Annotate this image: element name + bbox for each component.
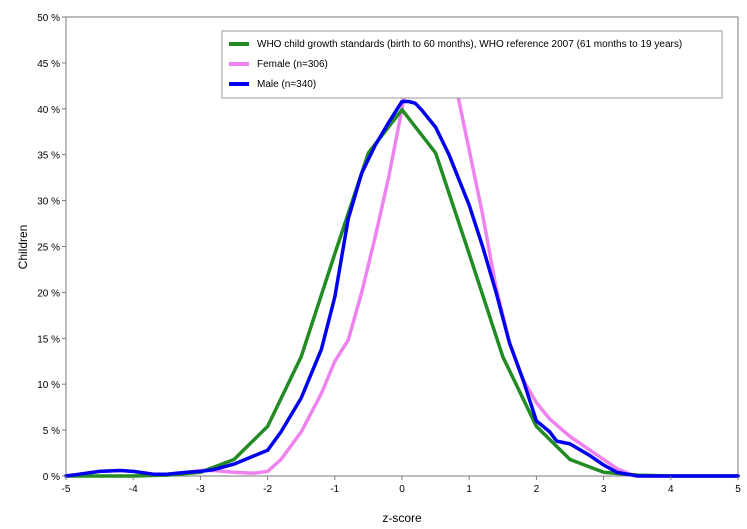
y-tick-label: 40 %: [37, 105, 60, 116]
y-axis-title: Children: [16, 225, 30, 270]
x-tick-label: 3: [601, 484, 607, 495]
y-tick-label: 30 %: [37, 197, 60, 208]
male-series-line: [64, 99, 740, 478]
y-tick-label: 45 %: [37, 59, 60, 70]
x-axis: -5 -4 -3 -2 -1 0 1 2 3 4 5: [62, 476, 741, 495]
x-tick-label: -3: [196, 484, 205, 495]
x-tick-label: -2: [263, 484, 272, 495]
y-tick-label: 0 %: [43, 472, 60, 483]
x-tick-label: 0: [399, 484, 405, 495]
legend-label-female: Female (n=306): [257, 59, 328, 70]
legend-label-male: Male (n=340): [257, 79, 316, 90]
x-tick-label: 2: [534, 484, 540, 495]
y-tick-label: 25 %: [37, 243, 60, 254]
y-tick-label: 20 %: [37, 288, 60, 299]
legend-box: [221, 30, 723, 99]
y-axis: 0 % 5 % 10 % 15 % 20 % 25 % 30 % 35 % 40 % 45 % 50…: [37, 13, 66, 483]
y-tick-label: 50 %: [37, 13, 60, 24]
x-tick-label: 1: [466, 484, 472, 495]
y-tick-label: 15 %: [37, 334, 60, 345]
x-tick-label: -5: [62, 484, 71, 495]
x-tick-label: 5: [735, 484, 741, 495]
legend: WHO child growth standards (birth to 60 …: [221, 30, 723, 99]
legend-label-who: WHO child growth standards (birth to 60 …: [257, 39, 682, 50]
x-tick-label: -4: [129, 484, 138, 495]
x-axis-title: z-score: [382, 511, 422, 525]
y-tick-label: 5 %: [43, 426, 60, 437]
x-tick-label: -1: [330, 484, 339, 495]
y-tick-label: 35 %: [37, 151, 60, 162]
x-tick-label: 4: [668, 484, 674, 495]
y-tick-label: 10 %: [37, 380, 60, 391]
